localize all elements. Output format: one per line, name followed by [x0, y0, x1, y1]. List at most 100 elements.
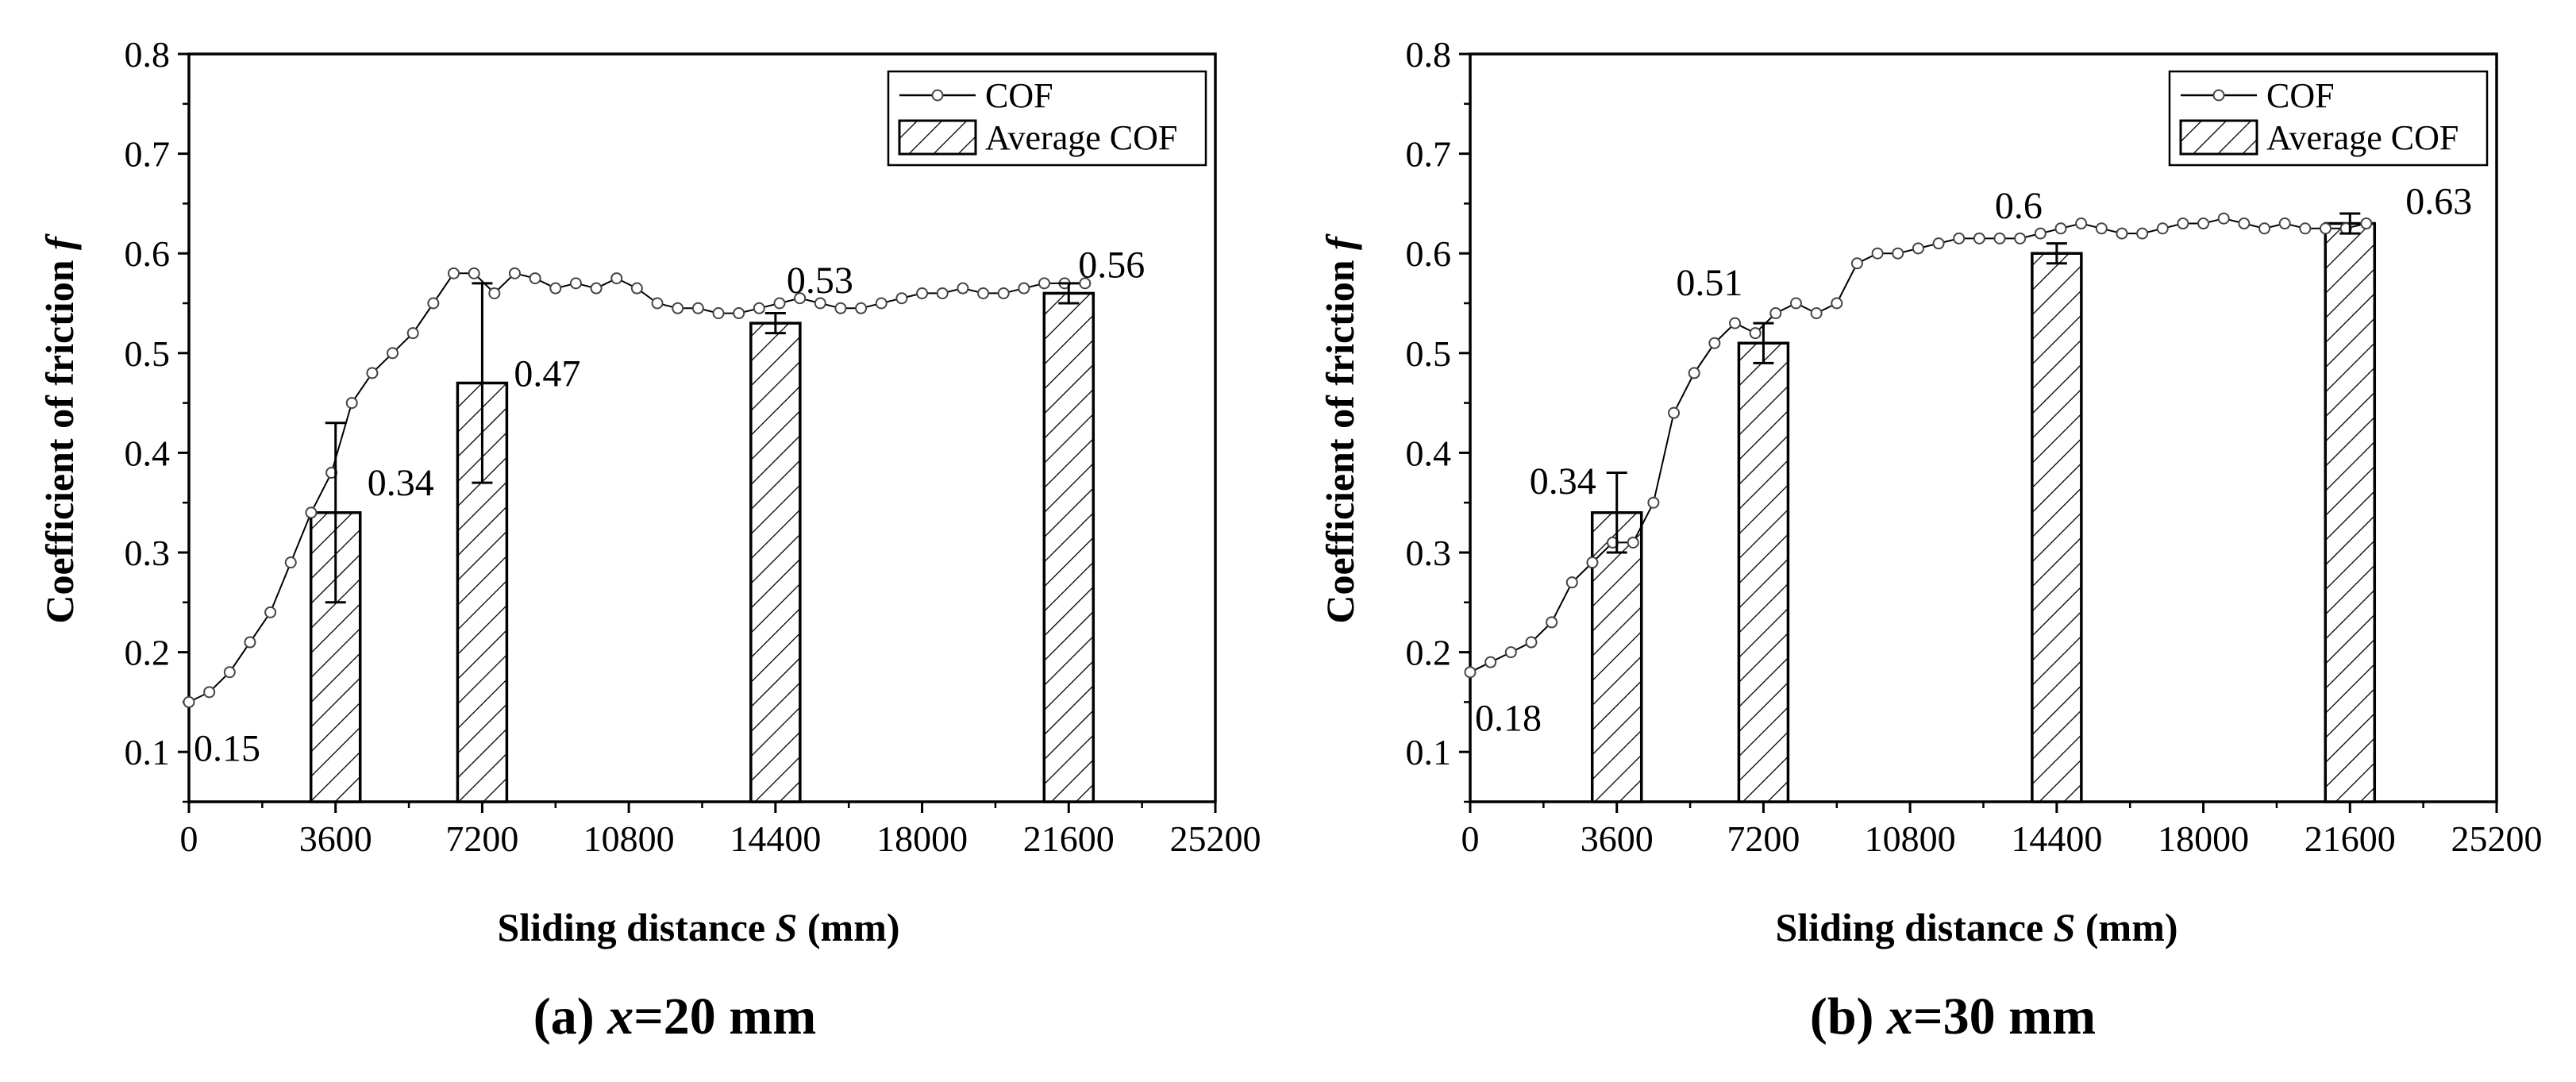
panel-a-cof-point	[936, 287, 949, 299]
panel-b-cof-point	[2014, 232, 2027, 245]
panel-b-cof-point	[1912, 242, 1924, 255]
panel-b-cof-point	[2360, 218, 2373, 230]
panel-a-cof-point	[569, 277, 582, 290]
panel-b-cof-point	[2095, 222, 2108, 235]
panel-b-cof-point	[1647, 496, 1660, 509]
panel-a-cof-point	[1079, 277, 1092, 290]
panel-b-cof-point	[1464, 666, 1477, 679]
panel-a-bar-value-label: 0.56	[1078, 244, 1145, 286]
panel-a-cof-point	[345, 397, 358, 410]
panel-a-cof-point	[773, 297, 786, 310]
panel-a-cof-point	[305, 506, 318, 519]
panel-a-cof-point	[794, 292, 807, 305]
panel-b-cof-point	[2136, 227, 2149, 240]
panel-b-bar-value-label: 0.34	[1530, 460, 1596, 502]
panel-a-cof-point	[1018, 282, 1030, 295]
panel-b-cof-point	[1484, 656, 1497, 668]
panel-b-y-axis-title: Coefficient of friction f	[1318, 233, 1362, 624]
panel-a-cof-point	[508, 267, 521, 279]
panel-a-x-tick-label: 21600	[1023, 818, 1115, 859]
panel-a-cof-point	[895, 292, 908, 305]
panel-b-bar	[2324, 221, 2377, 803]
panel-a-cof-point	[610, 272, 623, 285]
panel-b-caption: (b) x=30 mm	[1810, 988, 2096, 1045]
panel-b-cof-point	[2278, 218, 2291, 230]
panel-a-cof-point	[590, 282, 603, 295]
panel-a-bar-value-label: 0.53	[787, 260, 853, 302]
panel-b-x-tick-label: 21600	[2305, 818, 2396, 859]
panel-b-cof-point	[1525, 636, 1538, 649]
panel-a: 0 3600 7200 10800 14400 18000 21600 25200 0.1 0.2…	[37, 34, 1261, 1045]
panel-a-cof-point	[488, 287, 501, 299]
panel-a-cof-point	[651, 297, 664, 310]
panel-b-x-axis-title: Sliding distance S (mm)	[1775, 905, 2177, 949]
panel-a-y-tick-label: 0.3	[125, 533, 171, 573]
panel-b-cof-point	[1892, 247, 1904, 260]
panel-a-cof-point	[529, 272, 541, 285]
panel-b-y-tick-label: 0.6	[1406, 233, 1452, 274]
panel-b-cof-point	[2197, 218, 2210, 230]
panel-a-legend-cof-label: COF	[985, 76, 1053, 115]
panel-a-legend-cof-marker	[931, 89, 944, 102]
panel-a-cof-point	[916, 287, 929, 299]
panel-a-x-tick-label: 3600	[299, 818, 372, 859]
panel-a-cof-point	[753, 302, 765, 314]
panel-b-cof-point	[1586, 556, 1599, 569]
panel-b-cof-point	[1810, 307, 1823, 320]
panel-b-bar	[1737, 341, 1790, 803]
panel-b-cof-point	[2320, 222, 2331, 235]
panel-a-cof-point	[284, 556, 297, 569]
panel-a-y-tick-label: 0.2	[125, 633, 171, 673]
panel-b-cof-point	[1993, 232, 2006, 245]
panel-a-cof-point	[448, 267, 460, 279]
panel-b-x-tick-label: 3600	[1581, 818, 1654, 859]
panel-b-cof-point	[1789, 297, 1802, 310]
panel-a-cof-point	[834, 302, 847, 314]
panel-b-cof-point	[1627, 536, 1639, 549]
panel-a-cof-point	[997, 287, 1010, 299]
panel-a-cof-point	[672, 302, 684, 314]
panel-a-y-tick-label: 0.8	[125, 34, 171, 75]
panel-a-start-value-annotation: 0.15	[194, 727, 260, 769]
panel-b-cof-point	[2075, 218, 2088, 230]
panel-a-cof-point	[549, 282, 562, 295]
panel-b-bar-value-label: 0.63	[2405, 181, 2472, 223]
panel-a-x-tick-label: 7200	[445, 818, 518, 859]
panel-b-legend-average-label: Average COF	[2266, 118, 2459, 157]
panel-a-bar	[749, 322, 802, 803]
panel-b-cof-point	[2299, 222, 2312, 235]
panel-b: 0 3600 7200 10800 14400 18000 21600 25200 0.1 0.2…	[1318, 34, 2543, 1045]
panel-a-x-axis-title: Sliding distance S (mm)	[497, 905, 899, 949]
panel-b-cof-point	[1565, 576, 1578, 589]
panel-a-legend-average-label: Average COF	[985, 118, 1177, 157]
panel-b-cof-point	[1932, 237, 1945, 250]
panel-a-cof-point	[855, 302, 868, 314]
panel-a-cof-point	[957, 282, 969, 295]
panel-b-cof-point	[1749, 327, 1762, 340]
panel-b-legend-average-swatch	[2179, 119, 2258, 156]
panel-b-cof-point	[2116, 227, 2128, 240]
panel-a-cof-point	[223, 666, 236, 679]
panel-b-cof-point	[1871, 247, 1884, 260]
panel-a-cof-point	[244, 636, 256, 649]
panel-b-cof-point	[1729, 317, 1742, 329]
panel-a-cof-point	[406, 327, 419, 340]
panel-a-cof-point	[468, 267, 480, 279]
panel-a-cof-point	[712, 307, 725, 320]
panel-b-x-tick-label: 25200	[2451, 818, 2543, 859]
panel-b-cof-point	[2238, 218, 2251, 230]
panel-b-cof-point	[1708, 337, 1721, 349]
panel-a-bar	[1042, 291, 1095, 803]
panel-b-cof-point	[2258, 222, 2271, 235]
panel-a-x-tick-label: 14400	[730, 818, 821, 859]
panel-b-plot: 0 3600 7200 10800 14400 18000 21600 25200 0.1 0.2…	[1406, 34, 2543, 859]
panel-a-cof-point	[630, 282, 643, 295]
panel-a-cof-point	[366, 367, 379, 379]
panel-b-bar-value-label: 0.51	[1676, 262, 1742, 304]
panel-a-caption: (a) x=20 mm	[533, 988, 817, 1045]
panel-b-x-tick-label: 14400	[2011, 818, 2102, 859]
panel-b-cof-point	[1688, 367, 1700, 379]
panel-b-cof-point	[1850, 257, 1863, 270]
